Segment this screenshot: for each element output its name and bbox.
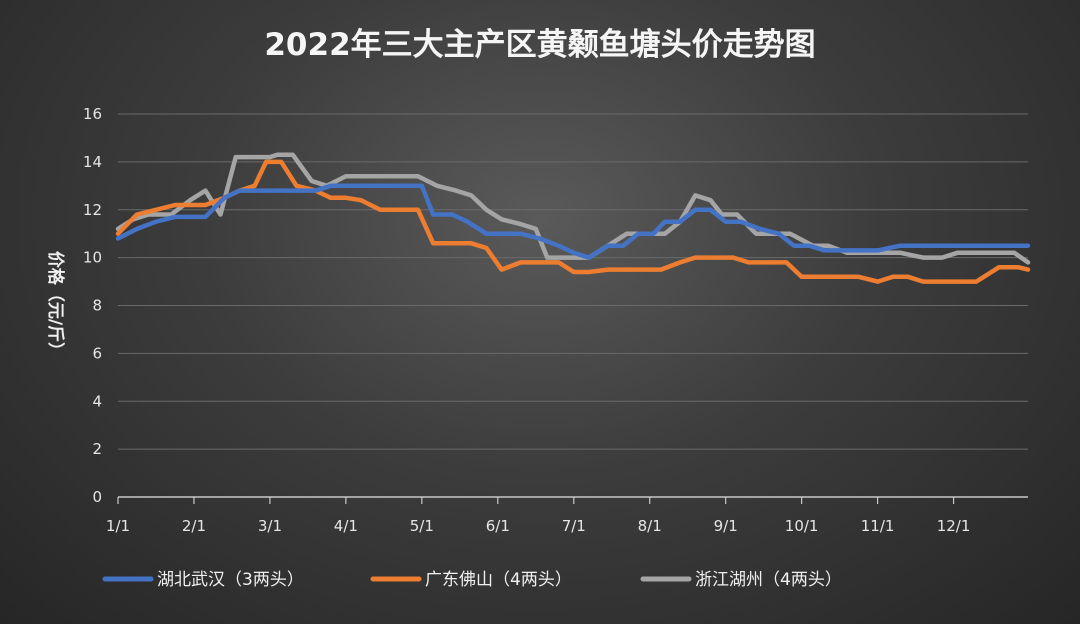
x-tick-label: 6/1 <box>486 517 510 535</box>
y-tick-label: 6 <box>92 344 102 362</box>
y-axis-label: 价格（元/斤） <box>45 251 66 359</box>
x-tick-label: 5/1 <box>410 517 434 535</box>
legend: 湖北武汉（3两头） 广东佛山（4两头） 浙江湖州（4两头） <box>102 570 842 590</box>
x-tick-label: 4/1 <box>334 517 358 535</box>
y-tick-label: 12 <box>83 201 102 219</box>
y-tick-label: 0 <box>92 488 102 506</box>
chart-title: 2022年三大主产区黄颡鱼塘头价走势图 <box>264 27 815 63</box>
series-line-1 <box>115 183 1031 260</box>
x-tick-label: 8/1 <box>638 517 662 535</box>
gridlines <box>118 113 1028 450</box>
x-tick-label: 11/1 <box>861 517 895 535</box>
y-tick-label: 4 <box>92 392 102 410</box>
x-tick-label: 9/1 <box>714 517 738 535</box>
y-tick-label: 8 <box>92 297 102 315</box>
x-tick-label: 1/1 <box>106 517 130 535</box>
x-tick-label: 10/1 <box>785 517 819 535</box>
x-tick-label: 12/1 <box>937 517 971 535</box>
axes: 0 2 4 6 8 10 12 14 16 1/1 2/1 3/1 4/1 5/1 6/1 7/1 8/1 9/1… <box>83 105 1028 535</box>
legend-label-3: 浙江湖州（4两头） <box>695 570 842 590</box>
y-tick-label: 14 <box>83 153 102 171</box>
x-tick-label: 2/1 <box>182 517 206 535</box>
series-line-3 <box>115 152 1031 265</box>
x-tick-label: 7/1 <box>562 517 586 535</box>
legend-label-2: 广东佛山（4两头） <box>425 570 572 590</box>
legend-label-1: 湖北武汉（3两头） <box>157 570 304 590</box>
y-tick-label: 2 <box>92 440 102 458</box>
y-tick-label: 10 <box>83 249 102 267</box>
series-line-2 <box>115 159 1031 284</box>
y-tick-label: 16 <box>83 105 102 123</box>
x-tick-label: 3/1 <box>258 517 282 535</box>
series-lines <box>115 152 1031 284</box>
